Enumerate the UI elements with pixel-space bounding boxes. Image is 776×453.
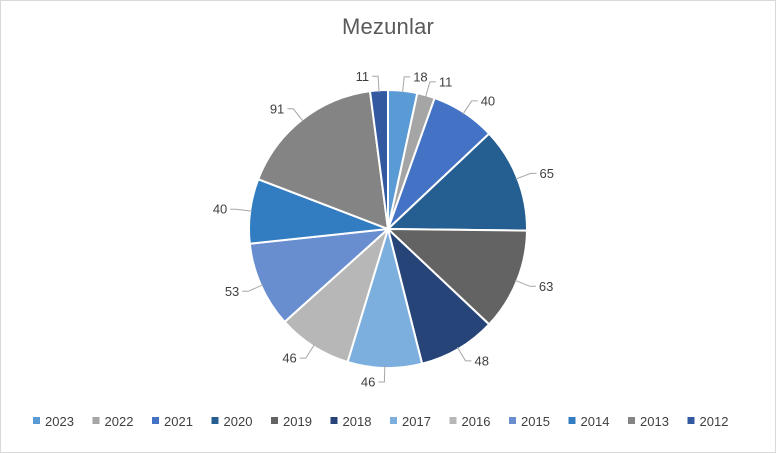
leader-line-2018 — [456, 346, 472, 362]
legend-swatch-2019 — [271, 417, 278, 424]
chart-title: Mezunlar — [341, 14, 435, 39]
leader-line-2015 — [242, 284, 264, 292]
legend-item-2018: 2018 — [330, 414, 372, 429]
leader-line-2016 — [299, 344, 315, 359]
legend-label-2013: 2013 — [640, 414, 669, 429]
data-label-2021: 40 — [481, 93, 495, 108]
legend-item-2013: 2013 — [628, 414, 669, 429]
legend-item-2022: 2022 — [92, 414, 134, 429]
legend-swatch-2014 — [568, 417, 576, 424]
legend-swatch-2016 — [449, 417, 457, 424]
data-label-2012: 11 — [356, 69, 370, 84]
leader-line-2017 — [378, 365, 386, 383]
legend-item-2012: 2012 — [687, 414, 729, 429]
legend-label-2015: 2015 — [521, 414, 550, 429]
legend-swatch-2017 — [390, 417, 397, 424]
legend-swatch-2013 — [628, 417, 635, 424]
legend-label-2016: 2016 — [462, 414, 491, 429]
legend: 2023 2022 2021 2020 2019 2018 2017 2016 2015 2014… — [33, 414, 728, 429]
data-labels: 18 11 40 65 63 48 46 46 53 40 91 11 — [213, 69, 554, 390]
legend-swatch-2018 — [330, 417, 338, 424]
leader-line-2021 — [462, 100, 478, 115]
leader-line-2022 — [425, 81, 436, 98]
data-label-2022: 11 — [439, 74, 453, 89]
legend-item-2016: 2016 — [449, 414, 491, 429]
legend-label-2014: 2014 — [581, 414, 610, 429]
legend-item-2020: 2020 — [211, 414, 253, 429]
leader-lines — [230, 75, 537, 383]
legend-swatch-2020 — [211, 417, 219, 424]
legend-item-2015: 2015 — [509, 414, 550, 429]
legend-item-2019: 2019 — [271, 414, 312, 429]
data-label-2020: 65 — [540, 166, 554, 181]
legend-label-2018: 2018 — [343, 414, 372, 429]
legend-swatch-2023 — [33, 417, 40, 424]
legend-item-2023: 2023 — [33, 414, 74, 429]
leader-line-2020 — [515, 172, 537, 180]
data-label-2016: 46 — [282, 351, 296, 366]
data-label-2019: 63 — [539, 279, 553, 294]
legend-item-2017: 2017 — [390, 414, 431, 429]
legend-swatch-2022 — [92, 417, 100, 424]
legend-label-2021: 2021 — [164, 414, 193, 429]
legend-label-2012: 2012 — [700, 414, 729, 429]
data-label-2014: 40 — [213, 202, 227, 217]
leader-line-2014 — [230, 208, 253, 212]
legend-label-2020: 2020 — [224, 414, 253, 429]
legend-label-2017: 2017 — [402, 414, 431, 429]
data-label-2013: 91 — [270, 101, 284, 116]
leader-line-2012 — [372, 75, 380, 93]
legend-label-2022: 2022 — [105, 414, 134, 429]
legend-swatch-2012 — [687, 417, 695, 424]
legend-label-2023: 2023 — [45, 414, 74, 429]
data-label-2023: 18 — [413, 69, 427, 84]
leader-line-2023 — [402, 76, 411, 93]
data-label-2015: 53 — [225, 284, 239, 299]
legend-label-2019: 2019 — [283, 414, 312, 429]
leader-line-2019 — [514, 279, 536, 287]
legend-swatch-2015 — [509, 417, 516, 424]
legend-swatch-2021 — [152, 417, 159, 424]
leader-line-2013 — [287, 108, 304, 122]
legend-item-2021: 2021 — [152, 414, 193, 429]
legend-item-2014: 2014 — [568, 414, 610, 429]
data-label-2018: 48 — [475, 353, 489, 368]
data-label-2017: 46 — [361, 375, 375, 390]
pie-slices — [248, 88, 529, 369]
